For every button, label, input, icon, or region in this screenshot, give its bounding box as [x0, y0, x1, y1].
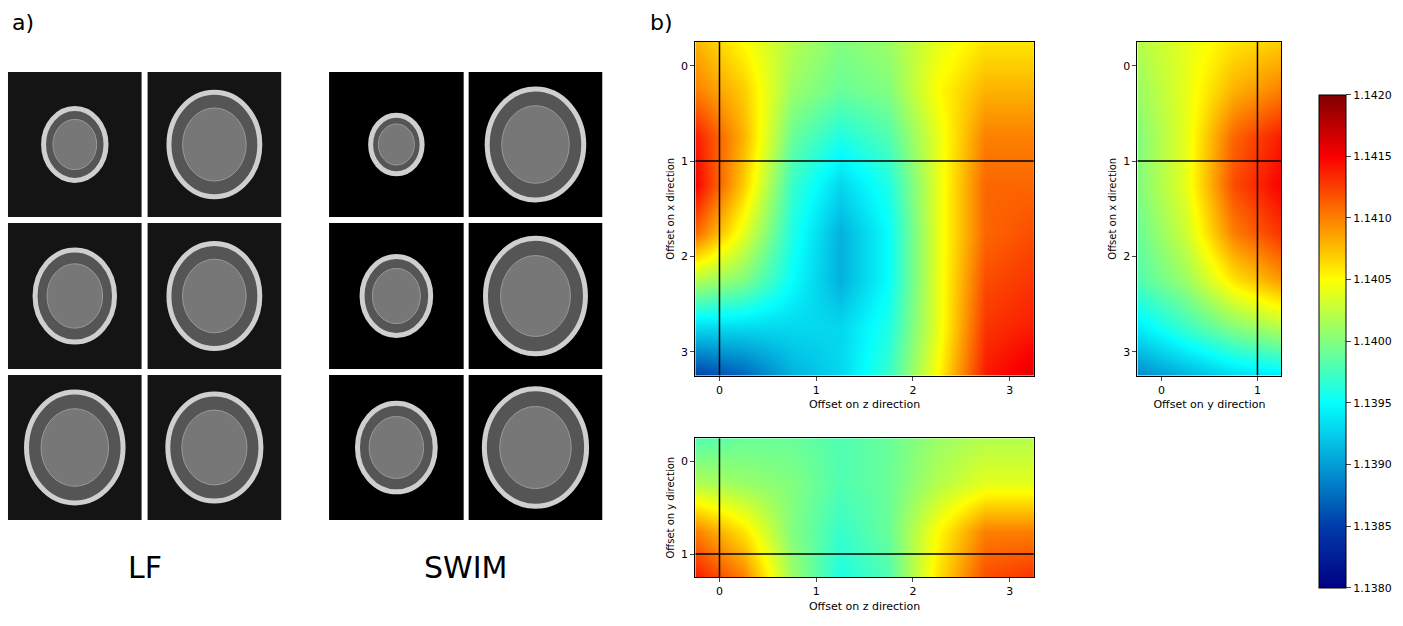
svg-text:2: 2 [909, 384, 916, 397]
svg-text:0: 0 [716, 384, 723, 397]
svg-text:1: 1 [1123, 155, 1130, 168]
svg-text:1.1415: 1.1415 [1353, 150, 1392, 163]
svg-text:1: 1 [1254, 384, 1261, 397]
svg-text:1.1410: 1.1410 [1353, 212, 1392, 225]
svg-text:Offset on x direction: Offset on x direction [665, 158, 676, 260]
svg-text:LF: LF [128, 550, 162, 585]
svg-text:3: 3 [681, 346, 688, 359]
svg-text:Offset on y direction: Offset on y direction [1153, 398, 1265, 411]
svg-text:1.1420: 1.1420 [1353, 89, 1392, 102]
svg-text:1.1400: 1.1400 [1353, 335, 1392, 348]
svg-text:1: 1 [813, 384, 820, 397]
svg-text:0: 0 [1158, 384, 1165, 397]
svg-text:1.1390: 1.1390 [1353, 458, 1392, 471]
svg-text:SWIM: SWIM [424, 550, 507, 585]
svg-text:2: 2 [909, 585, 916, 598]
svg-text:1.1380: 1.1380 [1353, 582, 1392, 595]
svg-text:3: 3 [1006, 585, 1013, 598]
svg-text:1: 1 [813, 585, 820, 598]
svg-text:0: 0 [681, 60, 688, 73]
svg-text:Offset on x direction: Offset on x direction [1107, 158, 1118, 260]
svg-text:Offset on y direction: Offset on y direction [665, 457, 676, 559]
svg-text:Offset on z direction: Offset on z direction [809, 600, 920, 613]
svg-text:0: 0 [1123, 60, 1130, 73]
svg-text:1.1385: 1.1385 [1353, 520, 1392, 533]
svg-text:0: 0 [681, 455, 688, 468]
svg-text:3: 3 [1006, 384, 1013, 397]
svg-text:2: 2 [1123, 250, 1130, 263]
svg-text:1.1405: 1.1405 [1353, 273, 1392, 286]
svg-text:0: 0 [716, 585, 723, 598]
svg-text:3: 3 [1123, 346, 1130, 359]
svg-text:2: 2 [681, 250, 688, 263]
svg-text:b): b) [650, 10, 673, 35]
svg-text:1: 1 [681, 155, 688, 168]
svg-text:a): a) [12, 10, 34, 35]
svg-text:1: 1 [681, 548, 688, 561]
svg-text:1.1395: 1.1395 [1353, 397, 1392, 410]
svg-text:Offset on z direction: Offset on z direction [809, 398, 920, 411]
